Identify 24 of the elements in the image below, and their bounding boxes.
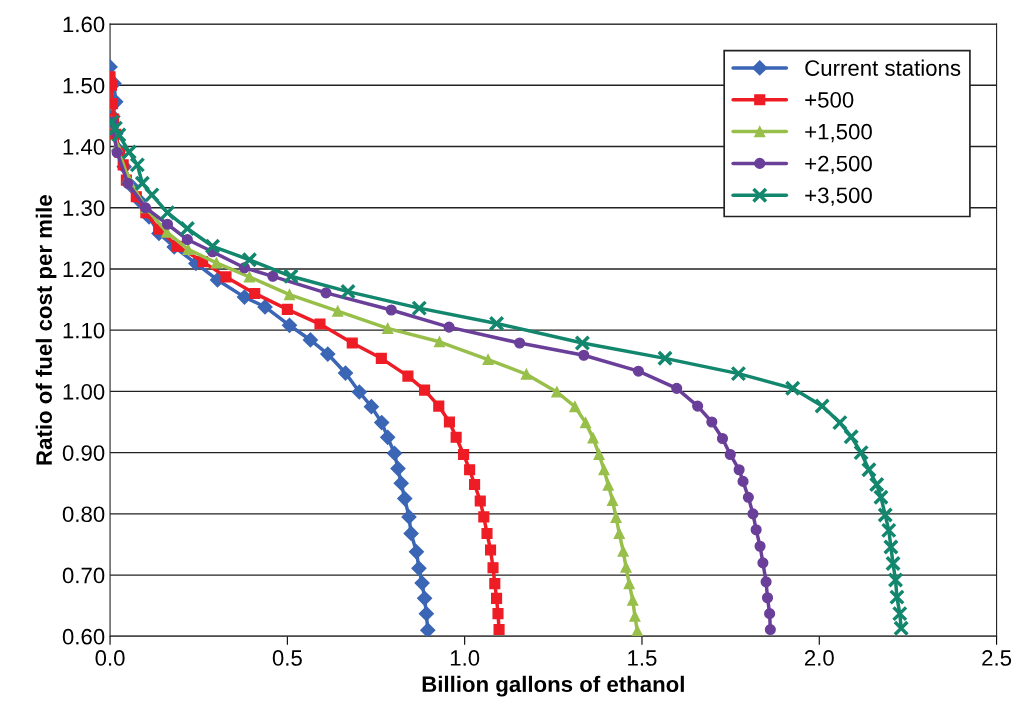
- y-tick-label: 1.50: [63, 77, 105, 94]
- x-tick-label: 2.5: [982, 650, 1012, 666]
- y-tick-label: 0.60: [62, 628, 105, 645]
- y-tick-label: 1.30: [63, 200, 105, 216]
- legend-label: +2,500: [805, 155, 872, 175]
- x-tick-label: 0.5: [272, 650, 302, 666]
- y-tick-label: 0.90: [62, 445, 105, 461]
- y-tick-label: 0.70: [62, 567, 105, 584]
- y-tick-label: 1.10: [63, 322, 105, 339]
- y-tick-label: 1.40: [63, 139, 105, 155]
- y-tick-label: 1.20: [63, 261, 105, 278]
- x-tick-label: 1.0: [450, 650, 480, 666]
- y-tick-label: 1.00: [63, 383, 105, 400]
- legend-label: +500: [805, 92, 854, 108]
- y-axis-title: Ratio of fuel cost per mile: [35, 195, 57, 465]
- legend-label: Current stations: [805, 59, 961, 76]
- legend-label: +1,500: [805, 123, 872, 143]
- legend-label: +3,500: [805, 187, 872, 206]
- x-tick-label: 2.0: [804, 650, 834, 666]
- y-tick-label: 1.60: [63, 16, 105, 33]
- x-tick-label: 0.0: [95, 650, 125, 666]
- x-tick-label: 1.5: [628, 650, 657, 666]
- y-tick-label: 0.80: [62, 506, 105, 523]
- x-axis-title: Billion gallons of ethanol: [422, 675, 684, 697]
